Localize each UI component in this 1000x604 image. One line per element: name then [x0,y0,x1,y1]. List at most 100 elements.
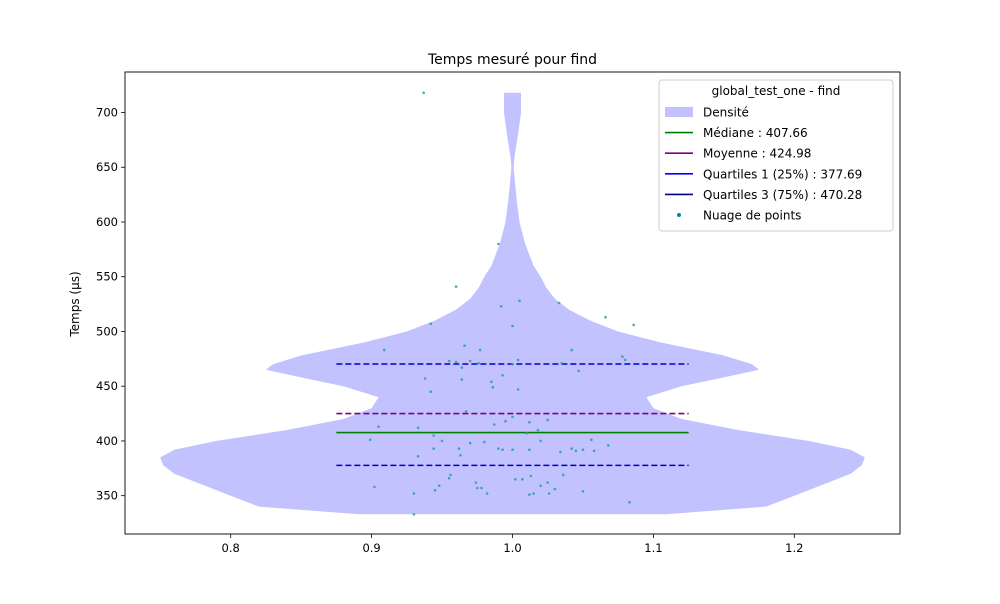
scatter-point [604,315,607,319]
scatter-point [511,448,514,452]
scatter-point [570,447,573,450]
scatter-point [623,358,627,362]
scatter-point [621,355,624,358]
legend-item-label: Médiane : 407.66 [703,126,808,140]
y-tick-label: 500 [96,324,118,338]
scatter-point [553,487,557,491]
scatter-point [423,377,427,380]
scatter-point [478,348,482,352]
scatter-point [416,426,420,430]
legend-item-label: Quartiles 3 (75%) : 470.28 [703,188,862,202]
scatter-point [532,492,535,495]
y-axis-label: Temps (µs) [68,271,82,337]
scatter-point [429,322,433,326]
scatter-point [422,91,426,95]
scatter-point [581,448,585,452]
scatter-point [501,374,504,377]
scatter-point [501,448,504,452]
legend-item-label: Moyenne : 424.98 [703,147,811,161]
scatter-point [536,428,540,432]
scatter-point [483,440,486,444]
scatter-point [416,455,420,458]
y-tick-label: 700 [96,106,118,120]
y-tick-label: 650 [96,160,118,174]
scatter-point [476,486,479,490]
x-tick-label: 1.1 [644,541,662,555]
scatter-point [432,434,435,437]
scatter-point [590,438,593,442]
scatter-point [447,359,451,363]
violin-body [160,92,865,515]
scatter-point [511,363,514,366]
scatter-point [492,423,496,426]
legend-title: global_test_one - find [712,84,841,98]
scatter-point [570,348,573,352]
scatter-point [485,492,489,495]
scatter-point [377,425,380,429]
y-tick-label: 450 [96,379,118,393]
scatter-point [497,447,500,450]
scatter-point [368,438,372,442]
scatter-point [477,361,481,365]
scatter-point [459,453,462,457]
scatter-point [561,473,565,477]
legend-box [658,79,894,232]
scatter-point [547,492,551,495]
scatter-point [574,449,578,453]
scatter-point [559,450,562,454]
scatter-point [516,388,520,391]
scatter-point [429,390,433,394]
scatter-point [454,285,458,288]
scatter-point [528,493,531,496]
scatter-point [607,444,610,447]
scatter-point [592,449,596,453]
scatter-point [463,344,466,348]
legend: global_test_one - find Densité Médiane : 4… [658,79,894,232]
scatter-point [514,478,517,481]
scatter-point [497,242,500,246]
scatter-point [491,386,495,389]
y-tick-label: 350 [96,489,118,503]
scatter-point [528,421,531,424]
scatter-point [560,361,564,365]
scatter-point [468,359,472,363]
scatter-point [383,348,386,352]
scatter-point [518,299,521,303]
scatter-point [449,473,452,477]
scatter-point [529,474,533,478]
scatter-point [546,418,549,422]
scatter-point [460,366,464,369]
scatter-point [511,415,514,419]
scatter-point [437,484,441,488]
scatter-point [632,323,635,327]
scatter-point [499,305,503,308]
scatter-point [412,513,416,516]
x-tick-label: 1.0 [503,541,521,555]
scatter-point [433,488,437,492]
scatter-point [474,481,478,484]
x-tick-label: 0.9 [362,541,380,555]
scatter-point [546,481,549,484]
x-tick-label: 1.2 [785,541,803,555]
scatter-point [460,378,464,381]
scatter-point [628,501,631,504]
scatter-point [447,476,451,480]
scatter-point [373,485,376,489]
scatter-point [521,478,524,481]
scatter-point [528,448,531,452]
scatter-point [511,324,514,328]
scatter-point [525,432,528,435]
legend-swatch-density [665,107,693,117]
scatter-point [557,301,561,305]
legend-item-label: Nuage de points [703,209,801,223]
scatter-point [454,360,458,364]
scatter-point [581,490,585,493]
scatter-point [577,369,580,373]
plot-inner [160,91,865,516]
scatter-point [464,410,468,413]
scatter-point [468,441,472,445]
scatter-point [440,439,444,443]
scatter-point [516,358,520,362]
scatter-point [432,447,435,450]
